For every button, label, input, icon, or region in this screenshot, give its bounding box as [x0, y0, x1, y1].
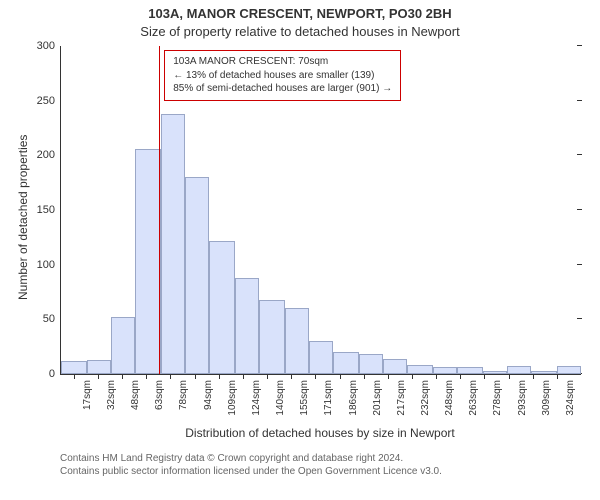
y-tick-mark	[577, 100, 582, 101]
x-tick-label: 171sqm	[323, 378, 334, 430]
x-tick-mark	[509, 374, 510, 379]
annotation-line-1: 103A MANOR CRESCENT: 70sqm	[173, 55, 392, 69]
x-tick-label: 32sqm	[106, 378, 117, 430]
x-tick-mark	[122, 374, 123, 379]
x-tick-mark	[243, 374, 244, 379]
y-tick-mark	[577, 209, 582, 210]
x-tick-label: 155sqm	[299, 378, 310, 430]
footer-line-2: Contains public sector information licen…	[60, 465, 442, 478]
x-tick-label: 17sqm	[82, 378, 93, 430]
histogram-bar	[383, 359, 407, 374]
x-tick-mark	[291, 374, 292, 379]
x-tick-mark	[219, 374, 220, 379]
histogram-bar	[161, 114, 185, 374]
y-tick-label: 0	[49, 368, 61, 380]
histogram-bar	[333, 352, 359, 374]
x-tick-mark	[484, 374, 485, 379]
y-tick-mark	[577, 318, 582, 319]
x-tick-label: 217sqm	[396, 378, 407, 430]
x-tick-mark	[340, 374, 341, 379]
x-tick-mark	[170, 374, 171, 379]
y-tick-label: 250	[37, 95, 61, 107]
y-axis-label: Number of detached properties	[16, 135, 30, 300]
x-tick-label: 63sqm	[154, 378, 165, 430]
x-tick-label: 309sqm	[541, 378, 552, 430]
histogram-bar	[209, 241, 235, 374]
histogram-bar	[235, 278, 259, 374]
histogram-bar	[259, 300, 285, 374]
histogram-bar	[457, 367, 483, 374]
x-tick-mark	[195, 374, 196, 379]
y-tick-label: 50	[43, 313, 61, 325]
x-tick-mark	[364, 374, 365, 379]
x-tick-mark	[533, 374, 534, 379]
x-tick-label: 124sqm	[251, 378, 262, 430]
y-tick-label: 200	[37, 149, 61, 161]
x-tick-mark	[412, 374, 413, 379]
x-tick-label: 186sqm	[348, 378, 359, 430]
annotation-line-3: 85% of semi-detached houses are larger (…	[173, 82, 392, 96]
histogram-bar	[359, 354, 383, 374]
x-tick-label: 78sqm	[178, 378, 189, 430]
x-tick-label: 278sqm	[492, 378, 503, 430]
x-tick-label: 293sqm	[517, 378, 528, 430]
x-tick-label: 232sqm	[420, 378, 431, 430]
x-tick-mark	[460, 374, 461, 379]
x-tick-label: 48sqm	[130, 378, 141, 430]
histogram-bar	[507, 366, 531, 374]
y-tick-mark	[577, 154, 582, 155]
footer-line-1: Contains HM Land Registry data © Crown c…	[60, 452, 442, 465]
histogram-bar	[135, 149, 161, 374]
x-tick-mark	[267, 374, 268, 379]
x-tick-mark	[74, 374, 75, 379]
chart-title-address: 103A, MANOR CRESCENT, NEWPORT, PO30 2BH	[0, 6, 600, 21]
y-tick-mark	[577, 45, 582, 46]
x-tick-label: 201sqm	[372, 378, 383, 430]
x-tick-mark	[315, 374, 316, 379]
figure: 103A, MANOR CRESCENT, NEWPORT, PO30 2BH …	[0, 0, 600, 500]
x-tick-mark	[388, 374, 389, 379]
histogram-bar	[185, 177, 209, 374]
annotation-line-2: ← 13% of detached houses are smaller (13…	[173, 69, 392, 83]
histogram-bar	[309, 341, 333, 374]
y-tick-mark	[577, 264, 582, 265]
footer-attribution: Contains HM Land Registry data © Crown c…	[60, 452, 442, 478]
reference-vline	[159, 46, 160, 374]
histogram-bar	[483, 371, 507, 374]
y-tick-label: 150	[37, 204, 61, 216]
histogram-bar	[531, 371, 557, 374]
x-tick-label: 324sqm	[565, 378, 576, 430]
histogram-bar	[87, 360, 111, 374]
y-tick-label: 300	[37, 40, 61, 52]
y-tick-label: 100	[37, 259, 61, 271]
histogram-bar	[407, 365, 433, 374]
x-tick-label: 263sqm	[468, 378, 479, 430]
histogram-bar	[557, 366, 581, 374]
x-tick-mark	[98, 374, 99, 379]
x-tick-mark	[436, 374, 437, 379]
x-tick-label: 109sqm	[227, 378, 238, 430]
histogram-bar	[61, 361, 87, 374]
histogram-bar	[285, 308, 309, 374]
histogram-bar	[111, 317, 135, 374]
annotation-box: 103A MANOR CRESCENT: 70sqm ← 13% of deta…	[164, 50, 401, 101]
x-tick-mark	[557, 374, 558, 379]
x-axis-label: Distribution of detached houses by size …	[60, 426, 580, 440]
x-tick-label: 140sqm	[275, 378, 286, 430]
histogram-bar	[433, 367, 457, 374]
x-tick-mark	[146, 374, 147, 379]
chart-subtitle: Size of property relative to detached ho…	[0, 24, 600, 39]
x-tick-label: 94sqm	[203, 378, 214, 430]
x-tick-label: 248sqm	[444, 378, 455, 430]
